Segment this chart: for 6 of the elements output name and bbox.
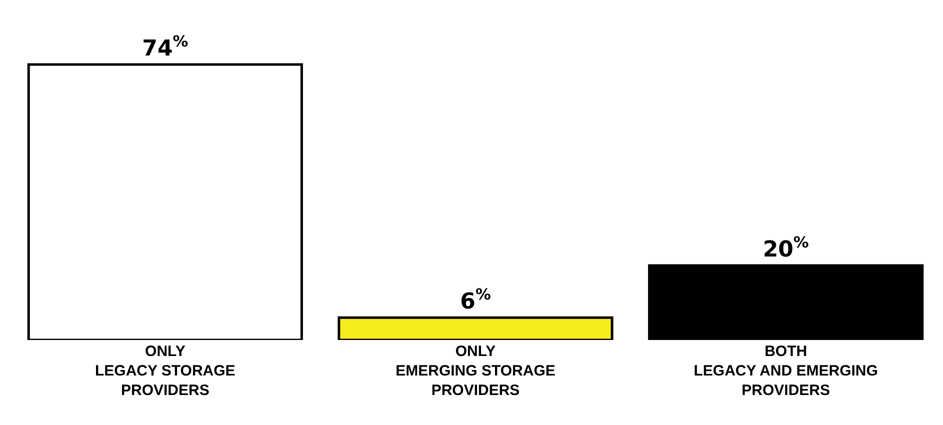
data-label: 20$^{%}$ (762, 233, 809, 263)
x-tick-label: BOTH LEGACY AND EMERGING PROVIDERS (694, 343, 878, 399)
x-tick-label: ONLY EMERGING STORAGE PROVIDERS (396, 343, 556, 399)
x-tick-label: ONLY LEGACY STORAGE PROVIDERS (95, 343, 236, 399)
data-label: 6$^{%}$ (460, 285, 491, 315)
data-label: 74$^{%}$ (142, 32, 188, 62)
